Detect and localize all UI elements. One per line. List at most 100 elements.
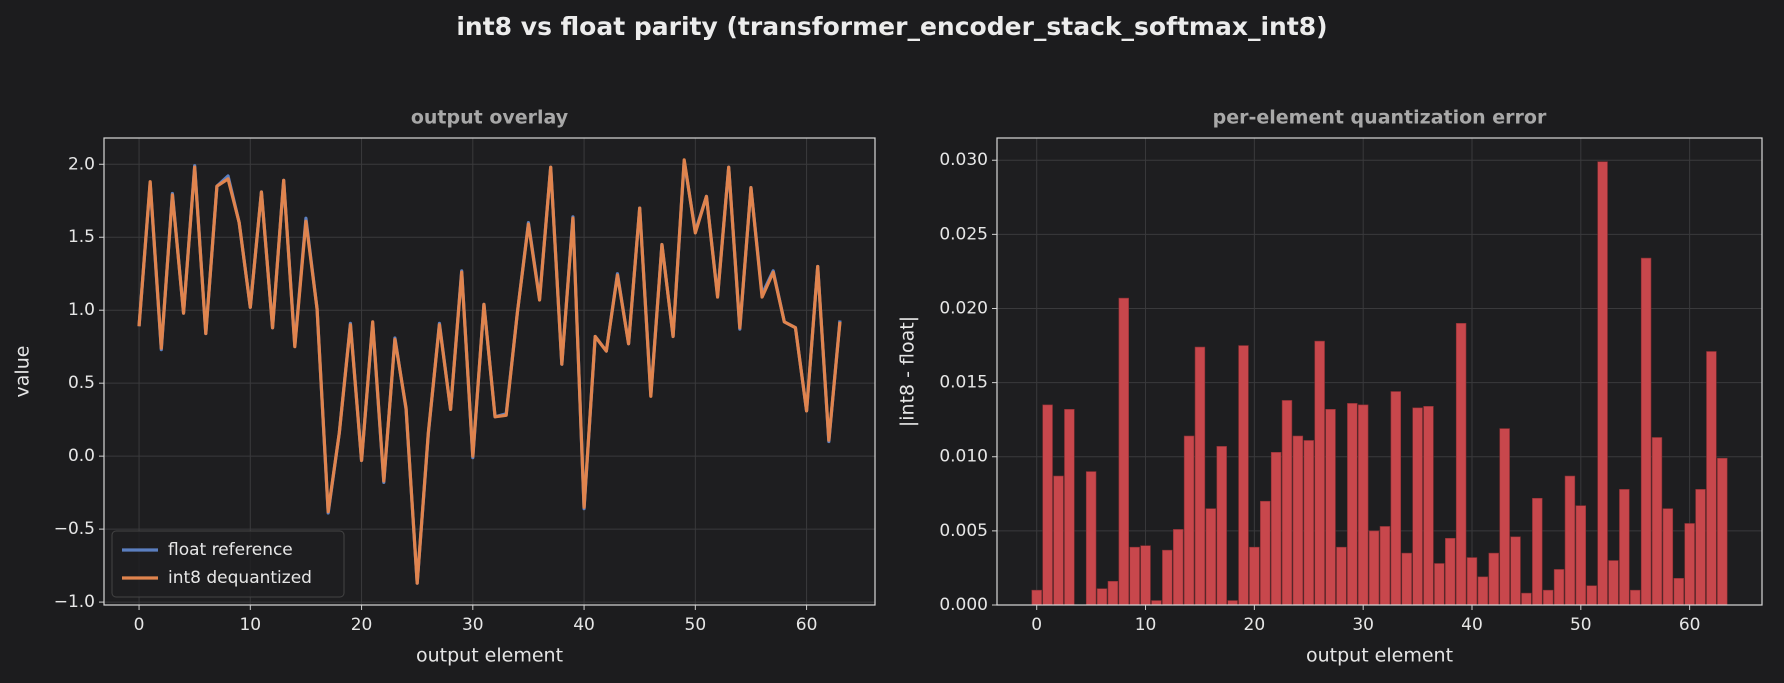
bar <box>1216 446 1227 606</box>
bar <box>1434 563 1445 606</box>
legend-label: float reference <box>168 540 293 560</box>
x-tick-label: 50 <box>685 615 707 635</box>
bar <box>1314 340 1325 606</box>
bar <box>1096 588 1108 606</box>
series-line <box>137 158 842 585</box>
y-tick-label: 1.0 <box>68 300 95 320</box>
y-tick-label: 0.020 <box>939 298 988 318</box>
bar <box>1292 435 1304 606</box>
x-tick-label: 60 <box>1679 615 1701 635</box>
plot-frame <box>103 137 876 606</box>
bar <box>1129 546 1140 606</box>
bar <box>1053 475 1064 606</box>
y-tick-label: −0.5 <box>54 519 95 539</box>
bar <box>1325 409 1336 606</box>
bar <box>1423 406 1434 606</box>
x-tick-label: 40 <box>1461 615 1483 635</box>
bar <box>1227 600 1238 606</box>
bar <box>1575 505 1587 606</box>
x-tick-label: 0 <box>1031 615 1042 635</box>
bar <box>1347 403 1358 606</box>
bar <box>1608 560 1619 606</box>
bar <box>1118 297 1129 606</box>
y-tick-label: −1.0 <box>54 592 95 612</box>
bar <box>1619 489 1630 606</box>
bar <box>1064 409 1075 606</box>
bar <box>1205 508 1217 606</box>
y-tick-label: 0.030 <box>939 150 988 170</box>
bar <box>1270 451 1282 606</box>
bar <box>1249 546 1260 606</box>
x-axis-label: output element <box>1306 645 1453 667</box>
y-tick-label: 0.005 <box>939 521 988 541</box>
bar <box>1630 589 1641 606</box>
x-tick-label: 20 <box>1244 615 1266 635</box>
subplot-title: per-element quantization error <box>1213 107 1547 129</box>
bar <box>1357 404 1369 606</box>
bar <box>1695 489 1706 606</box>
legend-box <box>111 530 345 598</box>
y-tick-label: 0.010 <box>939 447 988 467</box>
subplot-title: output overlay <box>411 107 569 129</box>
bar <box>1466 557 1478 606</box>
bar <box>1488 552 1499 606</box>
bar <box>1042 404 1053 606</box>
figure-title: int8 vs float parity (transformer_encode… <box>456 12 1327 41</box>
bar <box>1499 428 1510 606</box>
bar <box>1717 457 1728 606</box>
bar <box>1651 437 1663 606</box>
x-tick-label: 40 <box>573 615 595 635</box>
bar <box>1031 589 1042 606</box>
bar <box>1336 546 1347 606</box>
y-tick-label: 0.000 <box>939 595 988 615</box>
bar <box>1368 530 1380 606</box>
bar <box>1260 500 1271 606</box>
x-tick-label: 10 <box>1135 615 1157 635</box>
y-tick-label: 0.5 <box>68 373 95 393</box>
x-tick-label: 30 <box>462 615 484 635</box>
bar <box>1172 529 1184 606</box>
y-tick-label: 0.015 <box>939 373 988 393</box>
x-tick-label: 0 <box>134 615 145 635</box>
bar <box>1706 351 1717 606</box>
bar <box>1445 537 1456 606</box>
bar <box>1379 526 1391 606</box>
bar <box>1673 578 1684 606</box>
x-tick-label: 60 <box>796 615 818 635</box>
bar <box>1140 545 1151 606</box>
plot-frame <box>996 137 1763 606</box>
bar <box>1281 400 1293 606</box>
bar <box>1390 391 1402 606</box>
x-tick-label: 10 <box>239 615 261 635</box>
bar <box>1194 346 1206 606</box>
x-tick-label: 50 <box>1570 615 1592 635</box>
bar <box>1162 549 1173 606</box>
bar <box>1662 508 1674 606</box>
y-axis-label: |int8 - float| <box>897 316 919 427</box>
bar <box>1238 345 1249 606</box>
y-tick-label: 0.0 <box>68 446 95 466</box>
bar <box>1303 440 1314 606</box>
bar <box>1401 552 1412 606</box>
bar <box>1151 600 1162 606</box>
x-tick-label: 30 <box>1352 615 1374 635</box>
x-axis-label: output element <box>416 645 563 667</box>
x-tick-label: 20 <box>351 615 373 635</box>
bar <box>1640 257 1652 606</box>
y-tick-label: 1.5 <box>68 227 95 247</box>
bar <box>1477 576 1489 606</box>
legend-label: int8 dequantized <box>168 568 312 588</box>
y-axis-label: value <box>12 346 34 398</box>
bar <box>1183 435 1195 606</box>
bar <box>1542 589 1554 606</box>
bar <box>1455 323 1467 606</box>
bar <box>1597 161 1608 606</box>
bar <box>1510 536 1521 606</box>
bar <box>1532 497 1543 606</box>
y-tick-label: 2.0 <box>68 154 95 174</box>
bar <box>1684 523 1695 606</box>
bar <box>1553 569 1565 606</box>
bar <box>1521 592 1532 606</box>
